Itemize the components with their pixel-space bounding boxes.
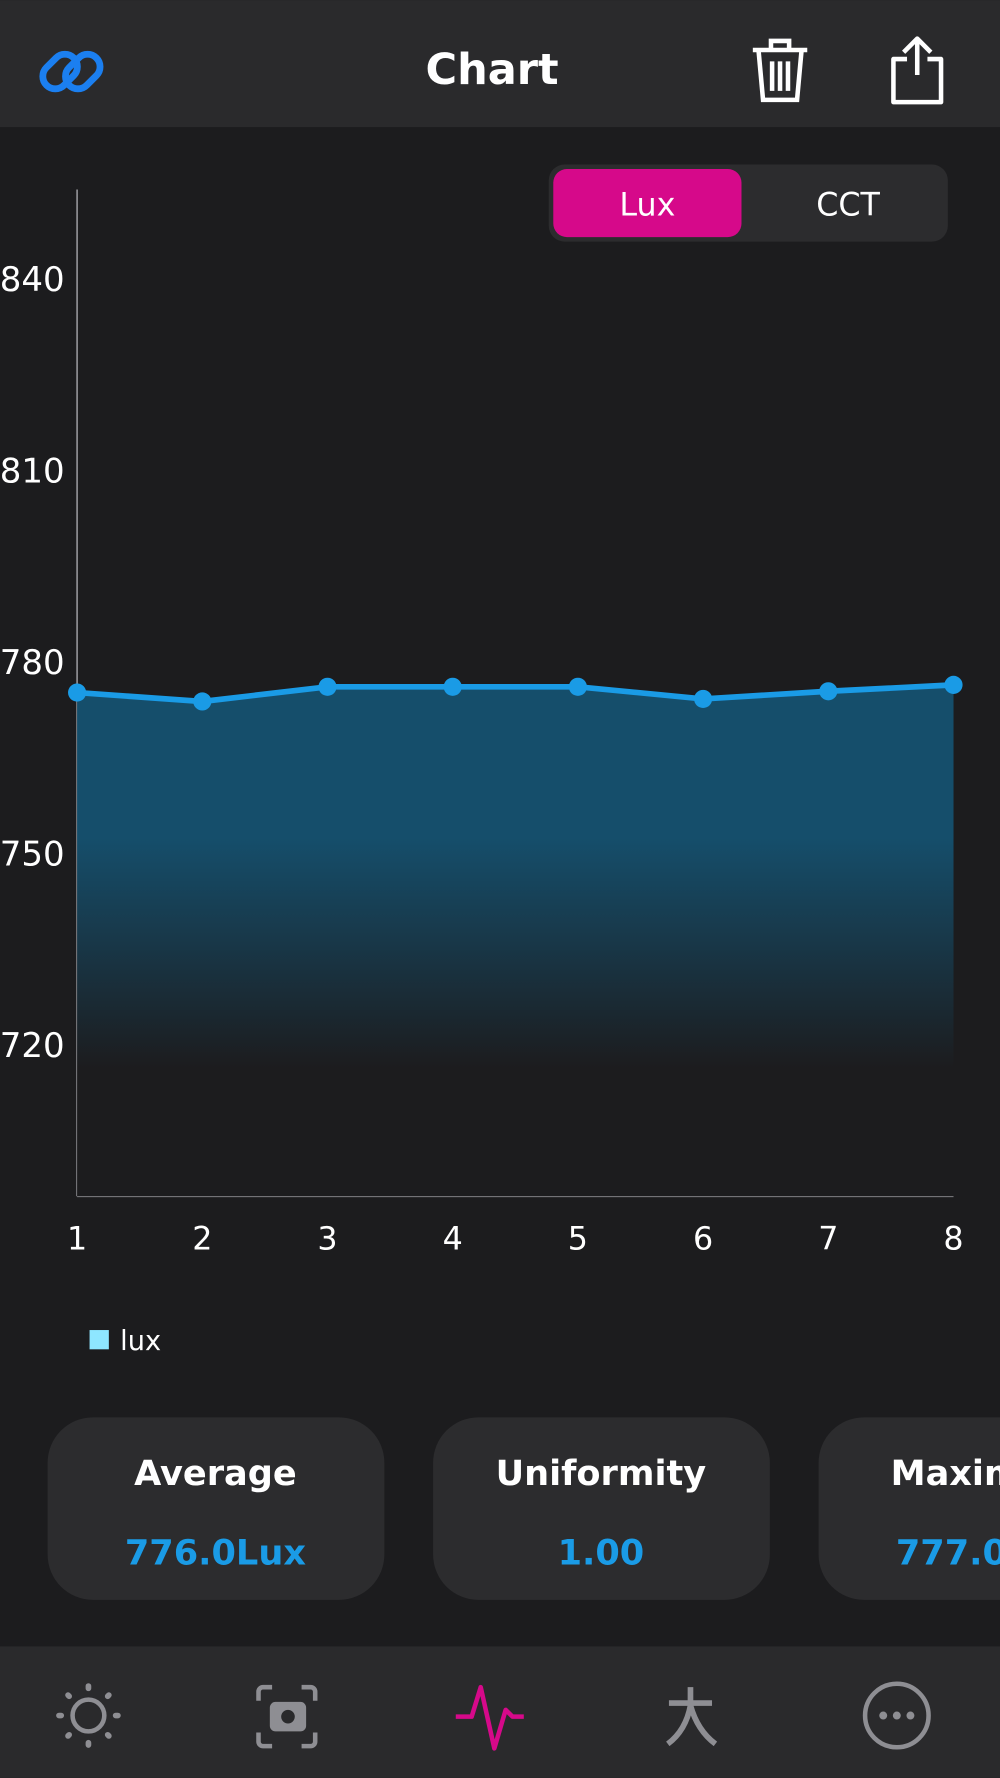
nav-title: Chart [425, 45, 558, 95]
delete-icon[interactable] [752, 38, 808, 103]
tab-light[interactable] [56, 1683, 121, 1748]
tab-more[interactable] [862, 1681, 931, 1750]
y-tick-label: 780 [0, 643, 65, 683]
x-tick-label: 4 [443, 1221, 463, 1257]
x-tick-label: 3 [317, 1221, 337, 1257]
point [68, 683, 87, 702]
toggle-active[interactable] [553, 169, 742, 238]
stat-value: 1.00 [558, 1533, 645, 1574]
x-tick-label: 5 [568, 1221, 588, 1257]
legend-label: lux [120, 1326, 161, 1357]
x-tick-label: 8 [943, 1221, 963, 1257]
y-tick-label: 720 [0, 1026, 65, 1066]
tab-text[interactable] [666, 1687, 718, 1747]
x-tick-label: 2 [192, 1221, 212, 1257]
tab-camera[interactable] [256, 1684, 318, 1749]
point [694, 689, 713, 708]
x-tick-label: 7 [818, 1221, 838, 1257]
stat-card [47, 1417, 385, 1600]
point [568, 677, 587, 696]
point [944, 675, 963, 694]
stat-value: 776.0Lux [125, 1533, 306, 1574]
tab-bar [0, 1646, 1000, 1778]
point [443, 677, 462, 696]
stat-label: Maximum [891, 1453, 1000, 1494]
link-icon[interactable] [38, 49, 106, 94]
toggle-option[interactable]: CCT [816, 187, 880, 223]
point [193, 692, 212, 711]
stat-card [433, 1417, 770, 1600]
line [76, 682, 954, 705]
y-tick-label: 750 [0, 834, 65, 874]
tab-chart[interactable] [455, 1684, 524, 1751]
y-tick-label: 840 [0, 260, 65, 300]
toggle-option[interactable]: Lux [619, 187, 675, 223]
area [77, 684, 954, 1197]
stat-label: Uniformity [496, 1453, 707, 1494]
stat-label: Average [134, 1453, 297, 1494]
nav-bar [0, 0, 1000, 128]
legend-swatch [89, 1330, 109, 1350]
stat-card [818, 1417, 1000, 1600]
stat-value: 777.0Lux [896, 1533, 1000, 1574]
x-tick-label: 1 [67, 1221, 87, 1257]
point [819, 682, 838, 701]
x-tick-label: 6 [693, 1221, 713, 1257]
point [318, 677, 337, 696]
share-icon[interactable] [891, 36, 944, 105]
y-tick-label: 810 [0, 451, 65, 491]
